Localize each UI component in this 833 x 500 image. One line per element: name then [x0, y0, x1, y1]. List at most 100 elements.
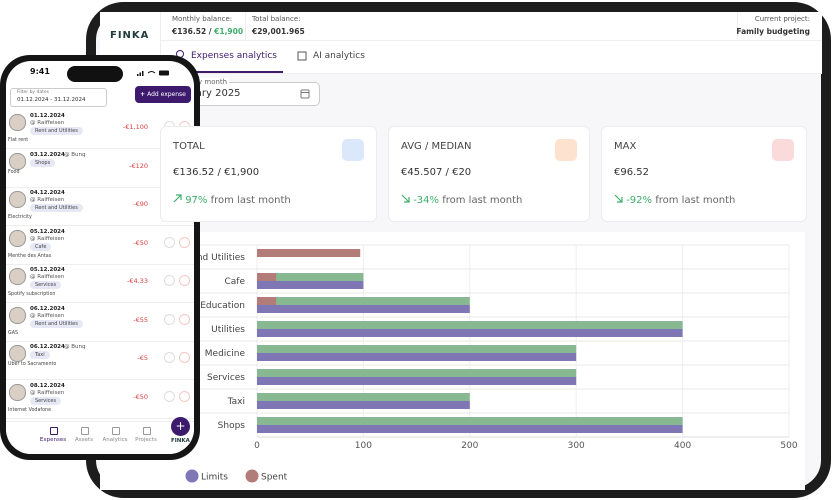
tag: Shops — [30, 158, 56, 167]
edit-button[interactable] — [164, 390, 175, 402]
change-value: 97% — [185, 195, 208, 206]
dynamic-island — [67, 66, 123, 82]
tab[interactable]: AI analytics — [313, 51, 365, 61]
amount: -€55 — [133, 315, 148, 324]
plus: + — [140, 91, 146, 98]
bar — [257, 401, 470, 409]
expense-row[interactable]: 08.12.2024 @ Raiffeisen Services Internet V… — [6, 380, 194, 419]
expense-row[interactable]: 05.12.2024 @ Raiffeisen Services Spotify su… — [6, 264, 194, 303]
avatar — [9, 345, 26, 362]
change-text: from last month — [210, 195, 291, 206]
label: Current project: — [754, 15, 810, 23]
bar — [257, 273, 364, 281]
date-filter[interactable]: Filter by dates 01.12.2024 - 31.12.2024 — [10, 88, 107, 107]
edit-button[interactable] — [164, 275, 175, 286]
add-expense-button[interactable]: + Add expense — [135, 86, 191, 103]
legend-label: Spent — [261, 473, 288, 483]
amount: -€4.33 — [127, 277, 148, 285]
phone: 9:41 Filter by dates 01.12.2024 - 31.12.… — [0, 55, 200, 460]
amount: -€5 — [137, 354, 148, 362]
amount: -€90 — [133, 200, 148, 208]
nav-item[interactable]: Assets — [75, 437, 93, 443]
card-value: €96.52 — [614, 167, 649, 178]
amount: -€50 — [133, 392, 148, 401]
bar — [257, 369, 577, 377]
nav-item[interactable]: Expenses — [39, 437, 67, 443]
icon — [297, 51, 307, 61]
value: €29,001.965 — [252, 27, 305, 36]
divider — [245, 12, 246, 40]
bar — [257, 353, 577, 361]
card-icon — [772, 139, 794, 161]
tag: Services — [30, 396, 62, 405]
tabs: Expenses analytics AI analytics — [161, 41, 822, 74]
amount: -€120 — [129, 161, 148, 170]
date: 01.12.2024 — [30, 113, 65, 119]
edit-button[interactable] — [164, 352, 175, 363]
label: Monthly balance: — [172, 15, 233, 23]
note: Internet Vodafone — [8, 407, 52, 413]
nav-item[interactable]: Analytics — [102, 437, 128, 443]
nav-icon — [81, 427, 89, 435]
delete-button[interactable] — [179, 236, 190, 248]
card-change: -92% from last month — [614, 194, 735, 206]
avatar — [9, 306, 26, 324]
x-tick-label: 400 — [674, 441, 691, 451]
card-change: 97% from last month — [173, 194, 291, 206]
legend-swatch — [245, 469, 259, 483]
card-value: €45.507 / €20 — [401, 167, 472, 178]
tab[interactable]: Expenses analytics — [191, 51, 277, 61]
avatar — [9, 268, 26, 285]
bank: @ Raiffeisen — [30, 312, 65, 319]
delete-button[interactable] — [179, 313, 190, 325]
label: Filter by dates — [17, 90, 50, 95]
tag: Cafe — [30, 242, 52, 251]
card-title: TOTAL — [173, 141, 205, 152]
bank: @ Raiffeisen — [30, 120, 65, 126]
edit-button[interactable] — [164, 236, 175, 248]
expense-row[interactable]: 08.12.2024@ Bunq — [6, 418, 194, 420]
expense-row[interactable]: 05.12.2024 @ Raiffeisen Cafe Menthe des Ant… — [6, 226, 194, 265]
date: 05.12.2024 — [30, 228, 65, 235]
bar — [257, 297, 277, 305]
change-value: -92% — [626, 195, 653, 206]
fab[interactable]: + — [171, 417, 190, 436]
bank: @ Raiffeisen — [30, 235, 65, 242]
label: Total balance: — [252, 15, 301, 23]
nav-item[interactable]: Projects — [135, 437, 157, 443]
date: 03.12.2024 — [30, 151, 65, 158]
bank: @ Raiffeisen — [30, 389, 65, 396]
card-icon — [342, 139, 364, 161]
nav-icon — [143, 427, 151, 435]
delete-button[interactable] — [179, 352, 190, 363]
amount: -€50 — [133, 238, 148, 247]
note: GAS — [8, 330, 19, 336]
avatar — [9, 152, 26, 170]
bar — [257, 281, 364, 289]
card-change: -34% from last month — [401, 194, 522, 206]
tag: Rent and Utilities — [30, 204, 83, 212]
delete-button[interactable] — [179, 390, 190, 402]
x-tick-label: 0 — [254, 441, 260, 451]
card-title: MAX — [614, 141, 637, 152]
expense-row[interactable]: 06.12.2024 @ Bunq Taxi Uber to Sacramento -€… — [6, 341, 194, 380]
bar — [257, 393, 470, 401]
bar — [257, 273, 277, 281]
y-tick-label: Taxi — [227, 397, 245, 407]
label: Add expense — [147, 91, 186, 98]
bar — [257, 321, 683, 329]
bank: @ Raiffeisen — [30, 274, 65, 280]
x-tick-label: 500 — [780, 441, 797, 451]
edit-button[interactable] — [164, 313, 175, 325]
bank: @ Raiffeisen — [30, 197, 65, 203]
bank: @ Bunq — [64, 151, 86, 158]
tag: Rent and Utilities — [30, 127, 83, 135]
date: 08.12.2024 — [30, 382, 65, 389]
y-tick-label: Shops — [218, 421, 246, 431]
avatar — [9, 383, 26, 401]
y-tick-label: Cafe — [224, 277, 245, 287]
date: 05.12.2024 — [30, 267, 65, 273]
expense-row[interactable]: 06.12.2024 @ Raiffeisen Rent and Utilities… — [6, 303, 194, 342]
delete-button[interactable] — [179, 275, 190, 286]
